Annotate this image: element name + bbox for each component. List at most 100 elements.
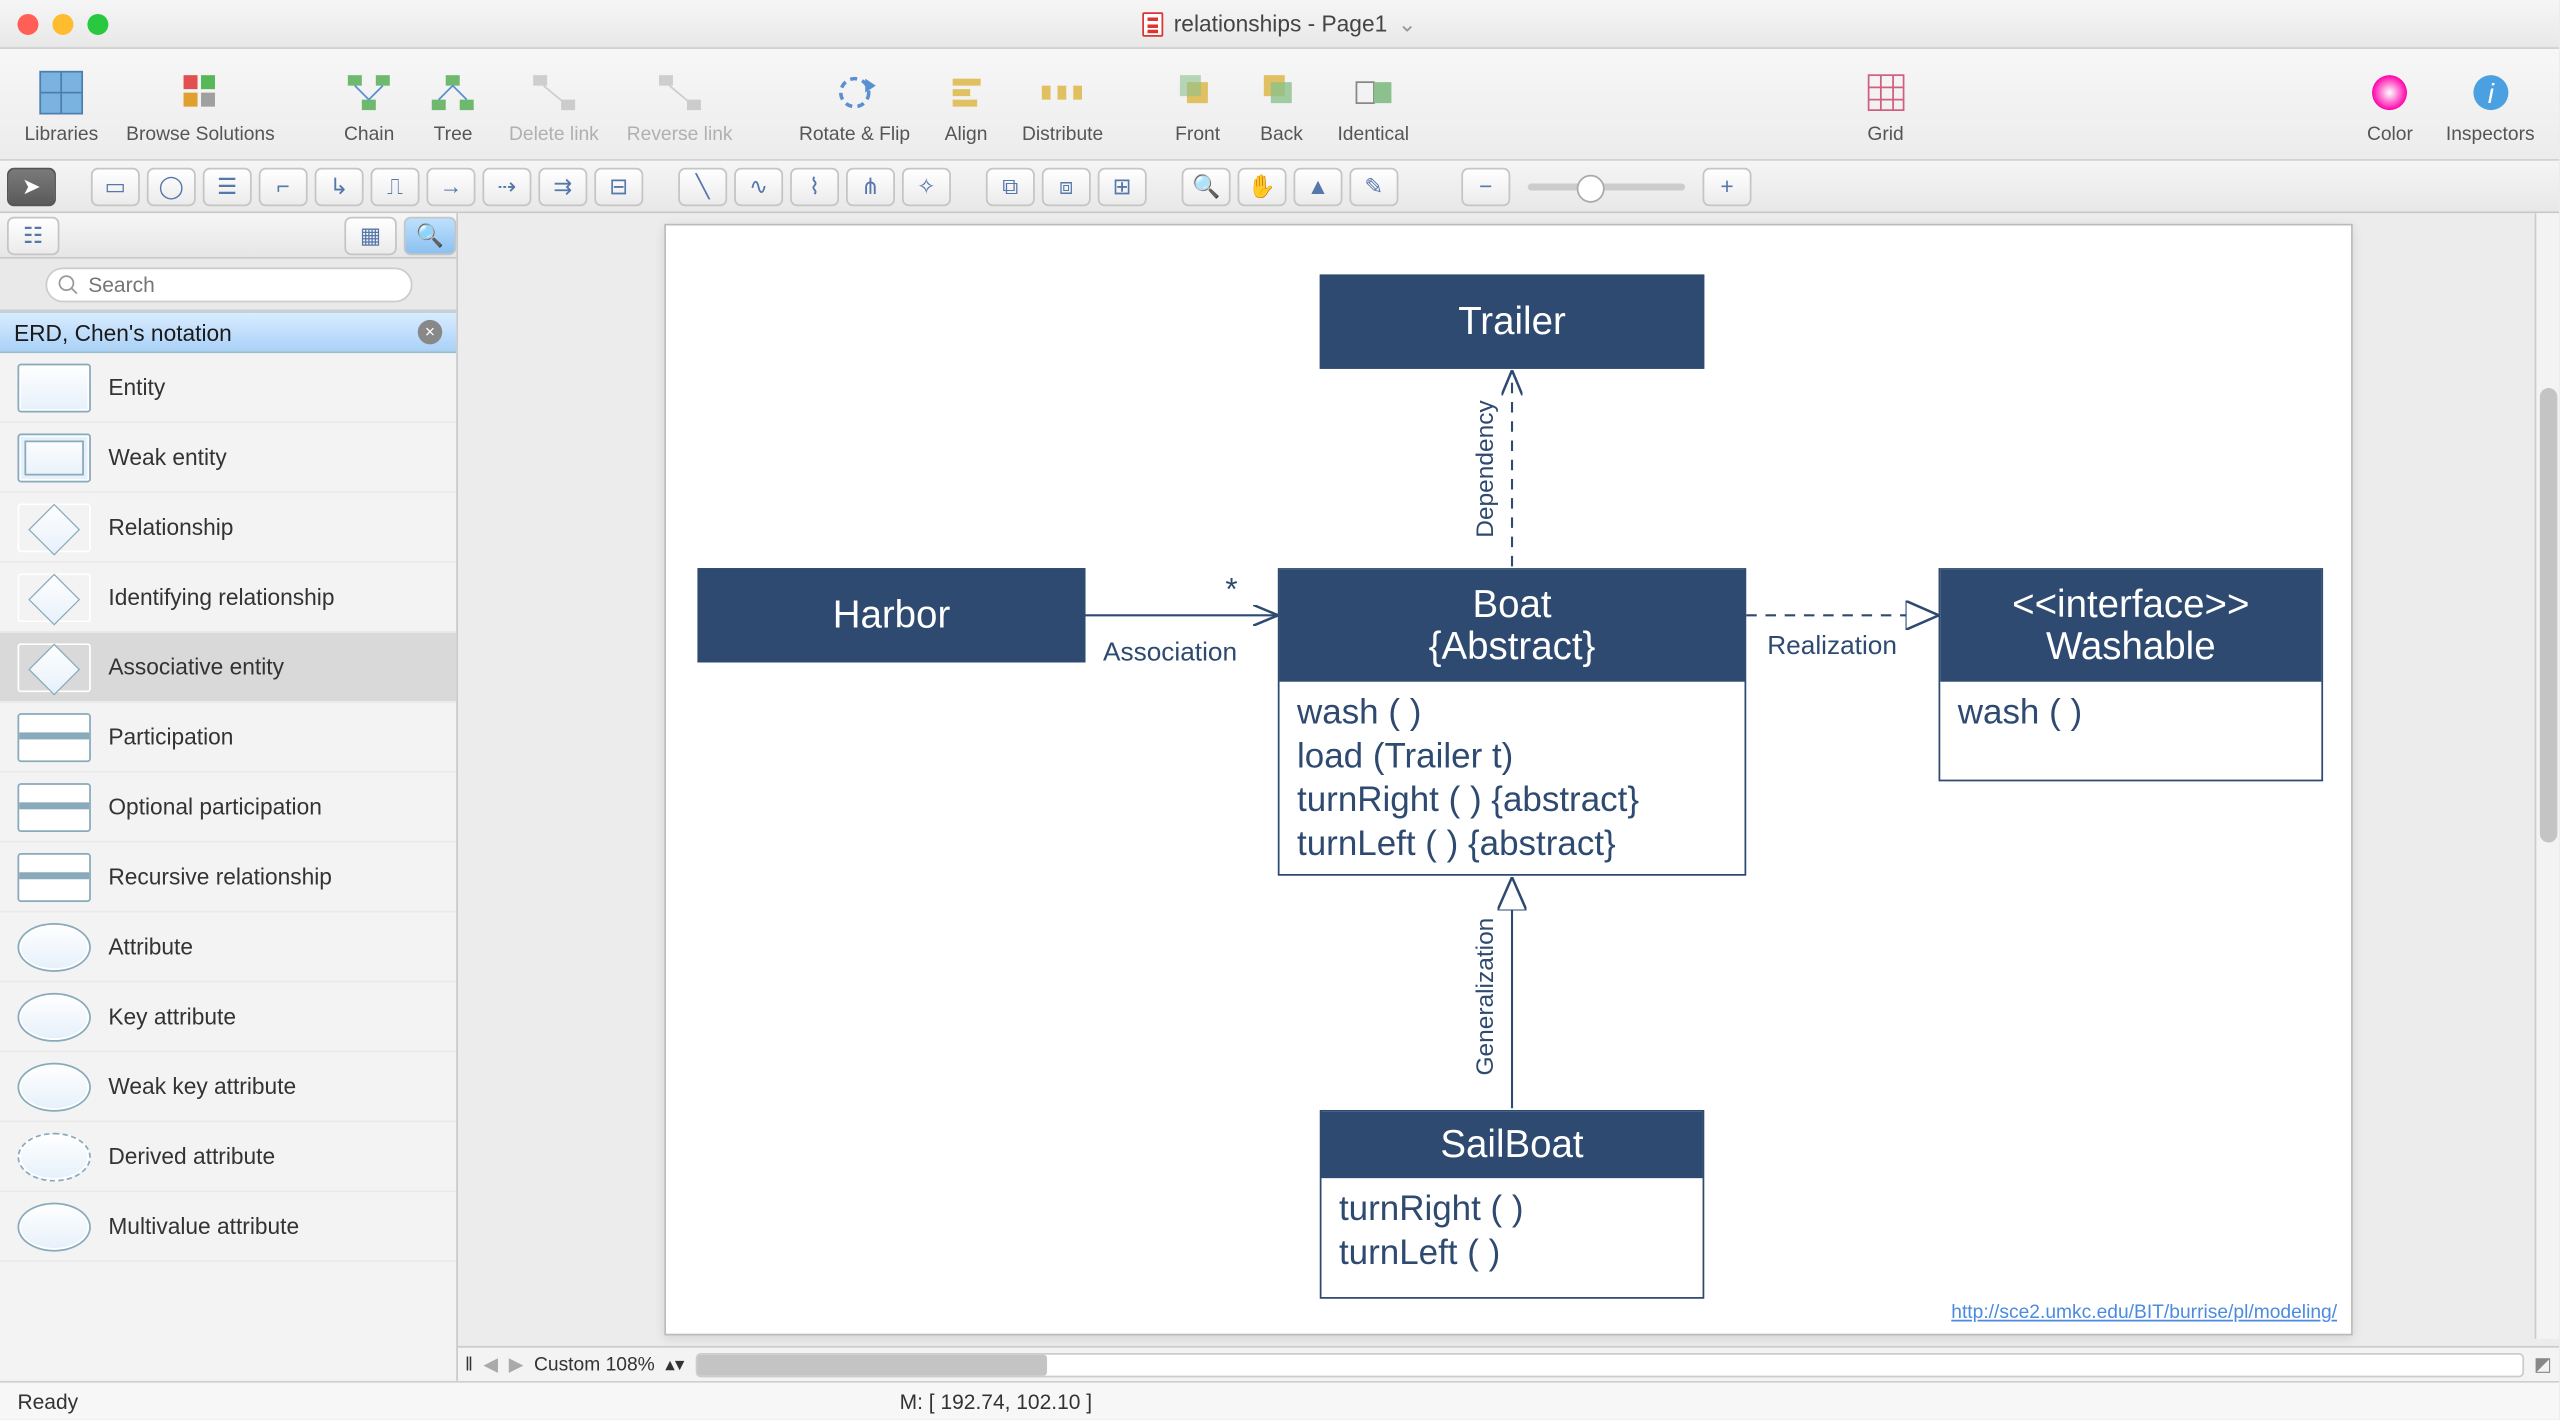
rect-tool[interactable]: ▭ <box>91 167 140 205</box>
shape-item-identifying-relationship[interactable]: Identifying relationship <box>0 563 456 633</box>
line-tool-3[interactable]: ⌇ <box>790 167 839 205</box>
zoom-out-button[interactable]: − <box>1461 167 1510 205</box>
text-tool[interactable]: ☰ <box>203 167 252 205</box>
shape-item-weak-entity[interactable]: Weak entity <box>0 423 456 493</box>
status-ready: Ready <box>17 1389 78 1413</box>
node-trailer[interactable]: Trailer <box>1320 274 1705 368</box>
crop-tool-3[interactable]: ⊞ <box>1098 167 1147 205</box>
line-tool-4[interactable]: ⋔ <box>846 167 895 205</box>
shape-item-derived-attribute[interactable]: Derived attribute <box>0 1122 456 1192</box>
node-harbor[interactable]: Harbor <box>697 568 1085 662</box>
shape-item-label: Optional participation <box>108 794 322 820</box>
line-tool-5[interactable]: ✧ <box>902 167 951 205</box>
label-mult: * <box>1225 572 1237 609</box>
sidebar-section-header[interactable]: ERD, Chen's notation × <box>0 311 456 353</box>
identical-button[interactable]: Identical <box>1327 60 1420 147</box>
node-washable[interactable]: <<interface>> Washable wash ( ) <box>1939 568 2324 781</box>
connector-tool-3[interactable]: ⎍ <box>371 167 420 205</box>
close-section-icon[interactable]: × <box>418 320 442 344</box>
crop-tool-2[interactable]: ⧈ <box>1042 167 1091 205</box>
prev-page-icon[interactable]: ◀ <box>483 1353 498 1376</box>
horizontal-scrollbar[interactable] <box>695 1352 2523 1376</box>
chain-button[interactable]: Chain <box>331 60 408 147</box>
shape-item-label: Associative entity <box>108 654 284 680</box>
resize-grip-icon[interactable]: ◩ <box>2534 1353 2552 1376</box>
shape-thumb-icon <box>17 712 90 761</box>
zoom-in-button[interactable]: + <box>1703 167 1752 205</box>
canvas-bottom-bar: ‖ ◀ ▶ Custom 108% ▴▾ ◩ <box>458 1346 2559 1381</box>
sidebar-view-grid[interactable]: ▦ <box>344 216 396 254</box>
shape-item-recursive-relationship[interactable]: Recursive relationship <box>0 843 456 913</box>
status-mouse-coords: M: [ 192.74, 102.10 ] <box>900 1389 1092 1413</box>
eyedropper-tool[interactable]: ✎ <box>1349 167 1398 205</box>
sidebar-section-label: ERD, Chen's notation <box>14 319 232 345</box>
shape-item-weak-key-attribute[interactable]: Weak key attribute <box>0 1052 456 1122</box>
back-button[interactable]: Back <box>1243 60 1320 147</box>
rotate-flip-button[interactable]: Rotate & Flip <box>788 60 920 147</box>
shape-thumb-icon <box>17 1062 90 1111</box>
shape-item-label: Weak key attribute <box>108 1073 296 1099</box>
line-tool-1[interactable]: ╲ <box>678 167 727 205</box>
crop-tool-1[interactable]: ⧉ <box>986 167 1035 205</box>
close-window-button[interactable] <box>17 13 38 34</box>
line-tool-2[interactable]: ∿ <box>734 167 783 205</box>
svg-text:i: i <box>2487 77 2494 108</box>
pause-icon[interactable]: ‖ <box>465 1354 473 1375</box>
align-button[interactable]: Align <box>928 60 1005 147</box>
libraries-button[interactable]: Libraries <box>14 60 109 147</box>
node-sailboat[interactable]: SailBoat turnRight ( ) turnLeft ( ) <box>1320 1110 1705 1299</box>
shape-item-label: Entity <box>108 374 165 400</box>
shape-thumb-icon <box>17 433 90 482</box>
connector-tool-5[interactable]: ⇢ <box>482 167 531 205</box>
color-button[interactable]: Color <box>2351 60 2428 147</box>
connector-tool-7[interactable]: ⊟ <box>594 167 643 205</box>
shape-item-label: Relationship <box>108 514 233 540</box>
ellipse-tool[interactable]: ◯ <box>147 167 196 205</box>
minimize-window-button[interactable] <box>52 13 73 34</box>
zoom-slider[interactable] <box>1528 183 1685 190</box>
shape-item-optional-participation[interactable]: Optional participation <box>0 773 456 843</box>
sidebar-view-list[interactable]: ☷ <box>7 216 59 254</box>
search-input[interactable] <box>45 267 412 302</box>
source-url[interactable]: http://sce2.umkc.edu/BIT/burrise/pl/mode… <box>1951 1302 2337 1323</box>
shape-item-label: Key attribute <box>108 1003 236 1029</box>
shape-thumb-icon <box>17 363 90 412</box>
zoom-stepper-icon[interactable]: ▴▾ <box>665 1353 684 1376</box>
next-page-icon[interactable]: ▶ <box>509 1353 524 1376</box>
zoom-label[interactable]: Custom 108% <box>534 1354 655 1375</box>
shape-item-relationship[interactable]: Relationship <box>0 493 456 563</box>
shape-thumb-icon <box>17 642 90 691</box>
browse-solutions-button[interactable]: Browse Solutions <box>116 60 286 147</box>
shape-item-label: Derived attribute <box>108 1143 275 1169</box>
shape-item-attribute[interactable]: Attribute <box>0 912 456 982</box>
shape-item-multivalue-attribute[interactable]: Multivalue attribute <box>0 1192 456 1262</box>
canvas-page[interactable]: Trailer Harbor Boat {Abstract} wash ( ) <box>664 224 2353 1336</box>
grid-button[interactable]: Grid <box>1847 60 1924 147</box>
zoom-tool[interactable]: 🔍 <box>1182 167 1231 205</box>
shape-item-label: Weak entity <box>108 444 226 470</box>
shape-item-label: Participation <box>108 724 233 750</box>
pointer-tool[interactable]: ➤ <box>7 167 56 205</box>
zoom-window-button[interactable] <box>87 13 108 34</box>
vertical-scrollbar[interactable] <box>2535 213 2559 1339</box>
shape-thumb-icon <box>17 852 90 901</box>
front-button[interactable]: Front <box>1159 60 1236 147</box>
node-boat[interactable]: Boat {Abstract} wash ( ) load (Trailer t… <box>1278 568 1746 876</box>
tree-button[interactable]: Tree <box>415 60 492 147</box>
distribute-button[interactable]: Distribute <box>1012 60 1114 147</box>
reverse-link-button: Reverse link <box>616 60 743 147</box>
connector-tool-4[interactable]: → <box>427 167 476 205</box>
chevron-down-icon[interactable]: ⌄ <box>1398 10 1417 38</box>
shape-item-participation[interactable]: Participation <box>0 703 456 773</box>
shape-item-key-attribute[interactable]: Key attribute <box>0 982 456 1052</box>
stamp-tool[interactable]: ▲ <box>1294 167 1343 205</box>
inspectors-button[interactable]: iInspectors <box>2435 60 2545 147</box>
sidebar-search-toggle[interactable]: 🔍 <box>404 216 456 254</box>
shape-item-entity[interactable]: Entity <box>0 353 456 423</box>
hand-tool[interactable]: ✋ <box>1238 167 1287 205</box>
shape-item-label: Recursive relationship <box>108 864 332 890</box>
connector-tool-6[interactable]: ⇉ <box>538 167 587 205</box>
shape-item-associative-entity[interactable]: Associative entity <box>0 633 456 703</box>
connector-tool-1[interactable]: ⌐ <box>259 167 308 205</box>
connector-tool-2[interactable]: ↳ <box>315 167 364 205</box>
